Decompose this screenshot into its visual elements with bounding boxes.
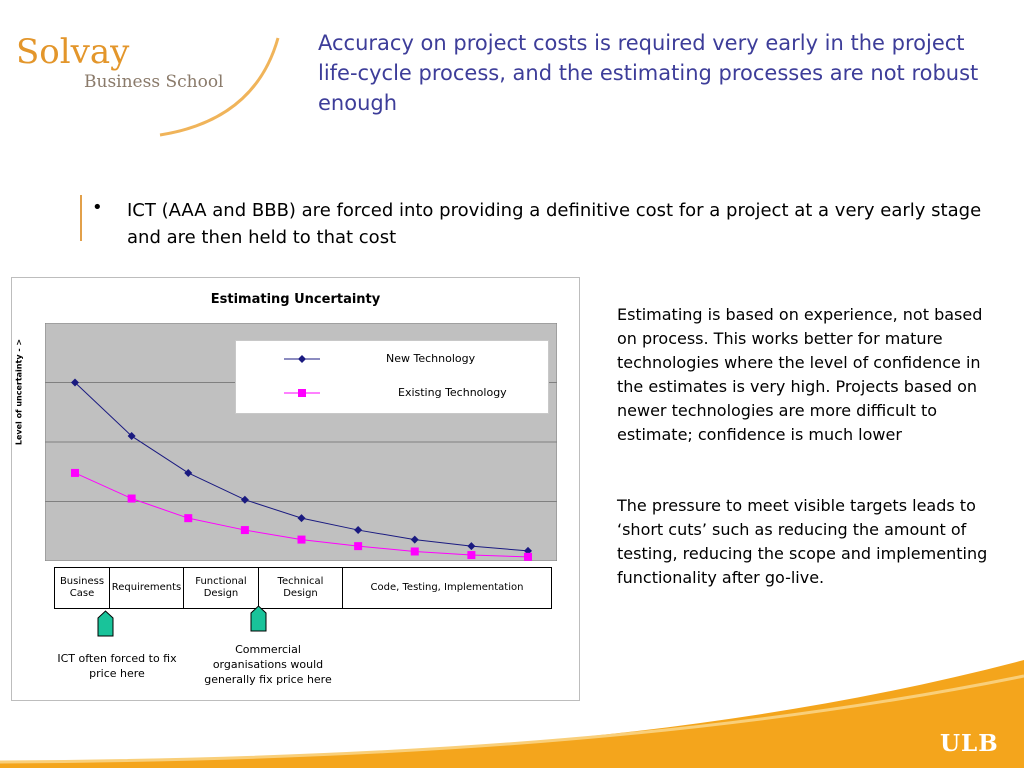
phase-business-case: Business Case — [59, 576, 105, 599]
data-point-new-technology — [467, 542, 476, 551]
legend-swatch-existing-technology — [284, 389, 320, 397]
data-point-existing-technology — [71, 468, 79, 477]
data-point-new-technology — [410, 535, 419, 544]
note-ict-fix-price: ICT often forced to fix price here — [57, 652, 177, 680]
side-paragraph-pressure: The pressure to meet visible targets lea… — [617, 496, 988, 587]
legend-swatch-new-technology — [284, 355, 320, 363]
phase-requirements: Requirements — [109, 568, 183, 608]
data-point-new-technology — [127, 432, 136, 441]
data-point-existing-technology — [127, 494, 136, 503]
data-point-new-technology — [71, 378, 79, 387]
data-point-existing-technology — [410, 547, 419, 556]
data-point-new-technology — [524, 546, 532, 555]
legend-label-existing-technology: Existing Technology — [398, 386, 507, 399]
logo-name: Solvay — [16, 32, 130, 72]
chart-title: Estimating Uncertainty — [210, 292, 381, 307]
data-point-new-technology — [240, 495, 249, 504]
note-commercial-fix-price: Commercial organisations would generally… — [204, 643, 332, 686]
data-point-existing-technology — [524, 552, 532, 561]
data-point-new-technology — [184, 468, 193, 477]
data-point-new-technology — [354, 526, 363, 535]
bullet-accent-bar — [80, 195, 82, 241]
data-point-existing-technology — [467, 551, 476, 560]
bullet-text: ICT (AAA and BBB) are forced into provid… — [127, 200, 982, 248]
slide-title: Accuracy on project costs is required ve… — [318, 31, 979, 115]
data-point-existing-technology — [297, 535, 306, 544]
data-point-existing-technology — [240, 526, 249, 535]
phase-functional-design: Functional Design — [183, 568, 258, 608]
phase-bar: Business Case Requirements Functional De… — [54, 567, 552, 609]
logo-subtitle: Business School — [84, 72, 224, 92]
price-marker-arrow-icon — [97, 610, 114, 637]
ulb-logo: ULB — [940, 730, 999, 757]
data-point-new-technology — [297, 514, 306, 523]
chart-y-axis-label-text: Level of uncertainty - > — [14, 338, 24, 446]
chart-legend: New Technology Existing Technology — [235, 340, 549, 414]
logo-arc — [159, 37, 280, 137]
legend-item-existing-technology: Existing Technology — [236, 381, 548, 405]
side-paragraph-estimating: Estimating is based on experience, not b… — [617, 305, 983, 444]
data-point-existing-technology — [184, 514, 193, 523]
data-point-existing-technology — [354, 542, 363, 551]
commercial-marker-arrow-icon — [250, 605, 267, 632]
phase-technical-design: Technical Design — [258, 568, 342, 608]
legend-label-new-technology: New Technology — [386, 352, 476, 365]
phase-code-testing-implementation: Code, Testing, Implementation — [342, 568, 551, 608]
bullet-dot-icon: • — [92, 197, 103, 218]
solvay-logo: Solvay Business School — [10, 20, 300, 145]
legend-item-new-technology: New Technology — [236, 347, 548, 371]
chart-y-axis-label: Level of uncertainty - > — [11, 332, 27, 452]
